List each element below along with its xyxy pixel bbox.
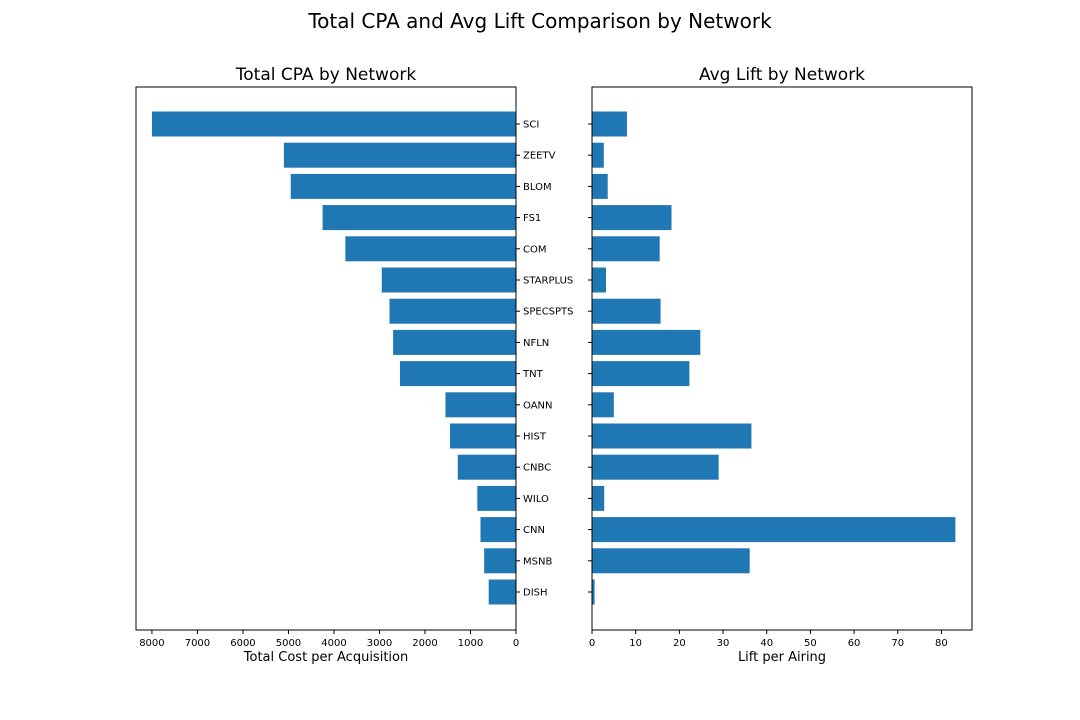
category-label-oann: OANN [523,400,553,411]
cpa-bar-cnbc [457,454,516,480]
lift-bar-cnn [592,517,956,543]
lift-bar-cnbc [592,454,719,480]
lift-x-tick-label: 30 [717,638,730,649]
cpa-x-tick-label: 2000 [412,638,437,649]
category-label-zeetv: ZEETV [523,151,556,162]
cpa-bar-sci [151,111,516,137]
cpa-bar-oann [445,392,516,418]
cpa-x-tick-label: 0 [513,638,519,649]
lift-x-axis-label: Lift per Airing [738,650,826,665]
category-label-hist: HIST [523,432,547,443]
category-label-msnb: MSNB [523,556,552,567]
lift-bar-nfln [592,329,701,355]
lift-bar-com [592,236,660,262]
cpa-bar-msnb [484,548,516,574]
cpa-bar-dish [488,579,516,605]
lift-x-tick-label: 0 [589,638,595,649]
cpa-bar-tnt [399,361,516,387]
cpa-plot-frame [135,86,517,631]
cpa-chart-title: Total CPA by Network [235,65,417,85]
lift-x-tick-label: 40 [760,638,773,649]
category-label-fs1: FS1 [523,213,541,224]
cpa-x-tick-label: 6000 [230,638,255,649]
category-label-tnt: TNT [522,369,544,380]
category-label-dish: DISH [523,588,548,599]
lift-bar-zeetv [592,142,604,168]
category-label-specspts: SPECSPTS [523,307,574,318]
lift-bar-dish [592,579,595,605]
category-label-nfln: NFLN [523,338,549,349]
cpa-chart-panel: 8000 7000 6000 5000 4000 3000 2000 1000 0 SCI ZEET… [135,65,574,665]
cpa-x-tick-label: 8000 [139,638,164,649]
lift-plot-frame [591,86,973,631]
cpa-x-tick-label: 4000 [321,638,346,649]
lift-bar-specspts [592,298,661,324]
figure-title: Total CPA and Avg Lift Comparison by Net… [308,9,772,33]
category-label-sci: SCI [523,120,539,131]
category-label-wilo: WILO [523,494,549,505]
cpa-x-tick-label: 7000 [185,638,210,649]
cpa-bar-cnn [480,517,516,543]
cpa-x-tick-label: 5000 [276,638,301,649]
cpa-x-tick-label: 3000 [367,638,392,649]
cpa-bar-wilo [477,485,516,511]
lift-bar-blom [592,173,608,199]
lift-x-tick-label: 50 [804,638,817,649]
lift-x-tick-label: 60 [848,638,861,649]
category-label-blom: BLOM [523,182,552,193]
lift-x-tick-label: 10 [629,638,642,649]
lift-bar-oann [592,392,614,418]
cpa-bar-hist [450,423,516,449]
category-label-com: COM [523,244,546,255]
cpa-x-axis-label: Total Cost per Acquisition [243,650,408,665]
cpa-bar-fs1 [322,205,516,231]
lift-x-tick-label: 70 [891,638,904,649]
lift-bar-sci [592,111,627,137]
lift-x-tick-label: 20 [673,638,686,649]
category-label-cnbc: CNBC [523,463,551,474]
cpa-bar-specspts [389,298,516,324]
lift-bar-msnb [592,548,750,574]
lift-chart-panel: 0 10 20 30 40 50 60 70 80 Avg Lift by Network Lift… [588,65,973,665]
category-label-starplus: STARPLUS [523,276,573,287]
lift-bar-hist [592,423,752,449]
cpa-bar-zeetv [283,142,516,168]
cpa-x-tick-label: 1000 [458,638,483,649]
cpa-bar-nfln [393,329,516,355]
cpa-bar-starplus [381,267,516,293]
cpa-bar-com [345,236,516,262]
lift-bar-starplus [592,267,606,293]
lift-x-tick-label: 80 [935,638,948,649]
lift-bar-fs1 [592,205,672,231]
lift-chart-title: Avg Lift by Network [699,65,865,85]
category-label-cnn: CNN [523,525,545,536]
lift-bar-tnt [592,361,690,387]
lift-bar-wilo [592,485,605,511]
cpa-bar-blom [290,173,516,199]
